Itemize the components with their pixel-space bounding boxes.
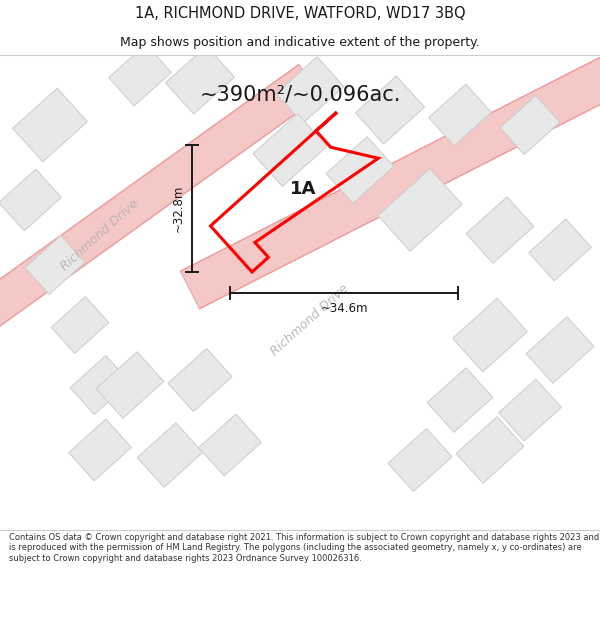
Polygon shape	[526, 317, 594, 383]
Polygon shape	[429, 84, 491, 146]
Polygon shape	[51, 297, 109, 353]
Polygon shape	[109, 44, 171, 106]
Text: Map shows position and indicative extent of the property.: Map shows position and indicative extent…	[120, 36, 480, 49]
Polygon shape	[25, 236, 85, 294]
Polygon shape	[253, 114, 327, 186]
Polygon shape	[500, 96, 560, 154]
Polygon shape	[168, 349, 232, 411]
Polygon shape	[13, 88, 88, 162]
Polygon shape	[452, 298, 527, 372]
Polygon shape	[199, 414, 261, 476]
Text: Richmond Drive: Richmond Drive	[59, 197, 142, 273]
Text: ~32.8m: ~32.8m	[172, 185, 185, 232]
Polygon shape	[70, 356, 130, 414]
Text: ~390m²/~0.096ac.: ~390m²/~0.096ac.	[199, 85, 401, 105]
Text: Contains OS data © Crown copyright and database right 2021. This information is : Contains OS data © Crown copyright and d…	[9, 533, 599, 562]
Polygon shape	[166, 46, 235, 114]
Polygon shape	[181, 11, 600, 309]
Text: Richmond Drive: Richmond Drive	[269, 282, 352, 358]
Polygon shape	[466, 197, 534, 263]
Polygon shape	[69, 419, 131, 481]
Polygon shape	[276, 57, 344, 123]
Polygon shape	[499, 379, 561, 441]
Polygon shape	[96, 352, 164, 418]
Polygon shape	[137, 422, 203, 488]
Polygon shape	[326, 137, 394, 203]
Polygon shape	[356, 76, 424, 144]
Polygon shape	[378, 169, 462, 251]
Polygon shape	[0, 64, 321, 376]
Polygon shape	[388, 429, 452, 491]
Polygon shape	[0, 169, 61, 231]
Text: ~34.6m: ~34.6m	[320, 302, 368, 316]
Polygon shape	[529, 219, 591, 281]
Text: 1A, RICHMOND DRIVE, WATFORD, WD17 3BQ: 1A, RICHMOND DRIVE, WATFORD, WD17 3BQ	[134, 6, 466, 21]
Text: 1A: 1A	[290, 180, 316, 198]
Polygon shape	[427, 368, 493, 432]
Polygon shape	[456, 417, 524, 483]
